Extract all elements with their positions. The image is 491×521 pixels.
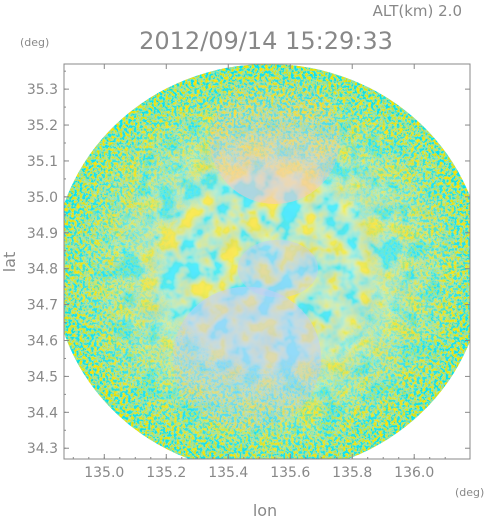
y-tick-label: 34.6 <box>27 334 58 350</box>
y-axis-ticks: 34.3 34.4 34.5 34.6 34.7 34.8 34.9 35.0 35.1 35.2… <box>27 70 470 457</box>
y-tick-label: 34.9 <box>27 226 58 242</box>
x-tick-label: 135.0 <box>84 465 124 481</box>
x-tick-label: 136.0 <box>394 465 434 481</box>
y-tick-label: 35.2 <box>27 118 58 134</box>
y-tick-label: 34.5 <box>27 369 58 385</box>
y-axis-label: lat <box>0 252 19 273</box>
y-tick-label: 34.8 <box>27 262 58 278</box>
y-unit-label: (deg) <box>20 36 49 49</box>
edge-speckle <box>64 64 470 459</box>
y-tick-label: 34.3 <box>27 441 58 457</box>
y-tick-label: 35.1 <box>27 154 58 170</box>
y-tick-label: 34.7 <box>27 298 58 314</box>
x-unit-label: (deg) <box>455 486 484 499</box>
plot-area <box>64 64 470 459</box>
x-tick-label: 135.6 <box>270 465 310 481</box>
reflectivity-field <box>64 64 470 459</box>
y-tick-label: 35.3 <box>27 82 58 98</box>
y-tick-label: 35.0 <box>27 190 58 206</box>
plot-frame <box>63 63 471 460</box>
x-tick-label: 135.4 <box>208 465 248 481</box>
x-tick-label: 135.2 <box>146 465 186 481</box>
x-axis-ticks: 135.0 135.2 135.4 135.6 135.8 136.0 <box>72 64 446 481</box>
y-tick-label: 34.4 <box>27 405 58 421</box>
x-axis-label: lon <box>253 501 277 520</box>
chart-title: 2012/09/14 15:29:33 <box>139 27 393 55</box>
x-tick-label: 135.8 <box>332 465 372 481</box>
altitude-label: ALT(km) 2.0 <box>373 2 462 20</box>
